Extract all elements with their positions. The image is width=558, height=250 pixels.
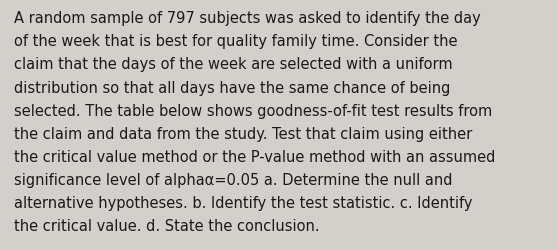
Text: significance level of alphaα=0.05 a. Determine the null and: significance level of alphaα=0.05 a. Det… [14,172,453,187]
Text: selected. The table below shows goodness-of-fit test results from: selected. The table below shows goodness… [14,103,492,118]
Text: of the week that is best for quality family time. Consider the: of the week that is best for quality fam… [14,34,458,49]
Text: distribution so that all days have the same chance of being: distribution so that all days have the s… [14,80,450,95]
Text: alternative hypotheses. b. Identify the test statistic. c. Identify: alternative hypotheses. b. Identify the … [14,195,473,210]
Text: the critical value method or the P-value method with an assumed: the critical value method or the P-value… [14,149,496,164]
Text: claim that the days of the week are selected with a uniform: claim that the days of the week are sele… [14,57,453,72]
Text: A random sample of 797 subjects was asked to identify the day: A random sample of 797 subjects was aske… [14,11,480,26]
Text: the claim and data from the study. Test that claim using either: the claim and data from the study. Test … [14,126,472,141]
Text: the critical value. d. State the conclusion.: the critical value. d. State the conclus… [14,218,320,233]
